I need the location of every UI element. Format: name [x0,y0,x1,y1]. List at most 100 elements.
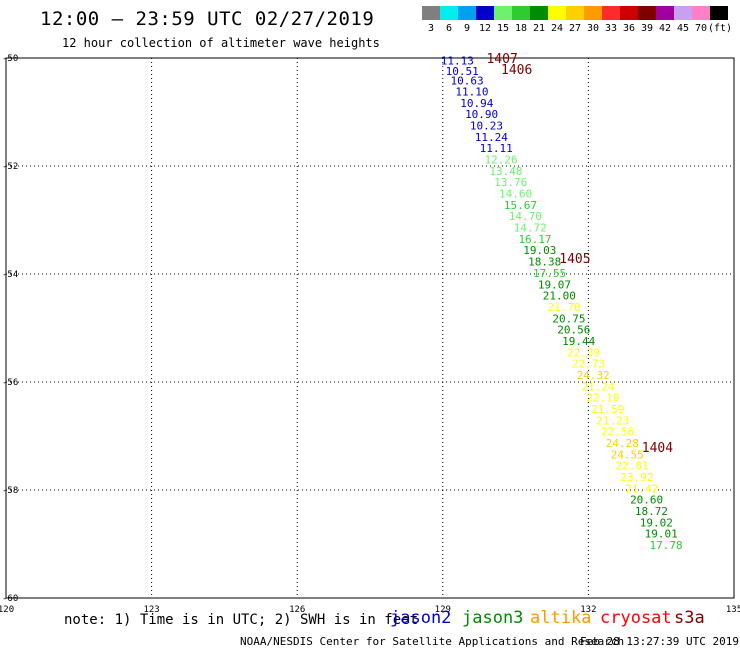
wave-height-point: 19.01 [645,528,678,541]
wave-height-point: 18.72 [635,505,668,518]
wave-height-point: 11.11 [480,142,513,155]
legend-bin-label: 18 [514,23,528,34]
legend-bin-label: 6 [445,23,453,34]
x-tick-label: 120 [0,605,14,615]
satellite-jason2: jason2 [390,608,452,628]
legend-swatch [494,6,512,20]
y-tick-label: -56 [2,378,18,388]
wave-height-point: 19.02 [640,516,673,529]
y-tick-label: -52 [2,162,18,172]
x-tick-label: 129 [435,605,451,615]
y-tick-label: -58 [2,486,18,496]
satellite-cryosat: cryosat [600,608,672,628]
satellite-s3a: s3a [674,608,705,628]
legend-unit-label: (ft) [708,23,733,34]
wave-height-point: 10.23 [470,120,503,133]
legend-swatch [458,6,476,20]
chart-title: 12:00 – 23:59 UTC 02/27/2019 [40,8,375,30]
wave-height-point: 11.10 [455,85,488,98]
legend-swatch [584,6,602,20]
wave-height-point: 14.60 [499,188,532,201]
legend-swatch [692,6,710,20]
legend-bin-label: 33 [604,23,618,34]
wave-height-point: 12.26 [484,154,517,167]
wave-height-point: 11.24 [475,131,508,144]
legend-swatch [530,6,548,20]
footnote: note: 1) Time is in UTC; 2) SWH is in fe… [64,612,419,628]
wave-height-point: 13.76 [494,176,527,189]
wave-height-point: 22.73 [572,358,605,371]
wave-height-point: 10.90 [465,108,498,121]
pass-number-label: 1405 [559,252,590,267]
legend-bin-label: 24 [550,23,564,34]
credit-line: NOAA/NESDIS Center for Satellite Applica… [240,635,625,648]
x-tick-label: 126 [289,605,305,615]
wave-height-point: 20.60 [630,494,663,507]
satellite-jason3: jason3 [462,608,524,628]
legend-swatch [440,6,458,20]
wave-height-point: 18.38 [528,256,561,269]
legend-swatch [422,6,440,20]
legend-bin-label: 12 [478,23,492,34]
legend-swatch [674,6,692,20]
pass-number-label: 1407 [486,52,517,67]
wave-height-point: 10.94 [460,97,493,110]
y-tick-label: -60 [2,594,18,604]
wave-height-point: 16.17 [518,233,551,246]
wave-height-point: 19.44 [562,335,595,348]
wave-height-point: 15.67 [504,199,537,212]
legend-bin-label: 42 [658,23,672,34]
legend-swatch [620,6,638,20]
wave-height-point: 24.32 [577,369,610,382]
legend-bin-label: 39 [640,23,654,34]
wave-height-point: 10.63 [451,75,484,88]
wave-height-point: 24.55 [611,448,644,461]
legend-swatch [656,6,674,20]
satellite-altika: altika [530,608,592,628]
wave-height-point: 22.39 [567,346,600,359]
legend-bin-label: 70 [694,23,708,34]
wave-height-point: 11.13 [441,55,474,68]
legend-bin-label: 15 [496,23,510,34]
legend-bin-label: 21 [532,23,546,34]
wave-height-point: 13.48 [489,165,522,178]
pass-number-label: 1404 [642,441,673,456]
wave-height-point: 21.70 [548,301,581,314]
legend-swatch [602,6,620,20]
chart-subtitle: 12 hour collection of altimeter wave hei… [62,36,380,50]
y-tick-label: -50 [2,54,18,64]
wave-height-point: 17.55 [533,267,566,280]
generated-timestamp: Feb 28 13:27:39 UTC 2019 [580,635,739,648]
wave-height-point: 17.78 [649,539,682,552]
legend-swatch [566,6,584,20]
legend-bin-label: 27 [568,23,582,34]
wave-height-point: 19.07 [538,278,571,291]
wave-height-point: 19.03 [523,244,556,257]
wave-height-point: 23.92 [620,471,653,484]
wave-height-point: 21.42 [625,482,658,495]
legend-swatch [638,6,656,20]
pass-number-label: 1406 [501,63,532,78]
wave-height-point: 24.28 [606,437,639,450]
y-tick-label: -54 [2,270,18,280]
legend-swatch [710,6,728,20]
x-tick-label: 135 [726,605,740,615]
legend-swatch [548,6,566,20]
wave-height-point: 21.00 [543,290,576,303]
wave-height-point: 14.70 [509,210,542,223]
legend-bin-label: 36 [622,23,636,34]
x-tick-label: 132 [580,605,596,615]
legend-bin-label: 30 [586,23,600,34]
legend-swatch [476,6,494,20]
wave-height-point: 20.75 [552,312,585,325]
legend-bin-label: 9 [463,23,471,34]
wave-height-point: 21.24 [582,380,615,393]
wave-height-point: 21.23 [596,414,629,427]
wave-height-point: 14.72 [514,222,547,235]
legend-swatch [512,6,530,20]
wave-height-point: 20.56 [557,324,590,337]
wave-height-point: 22.10 [586,392,619,405]
legend-bin-label: 3 [427,23,435,34]
wave-height-point: 10.51 [446,65,479,78]
